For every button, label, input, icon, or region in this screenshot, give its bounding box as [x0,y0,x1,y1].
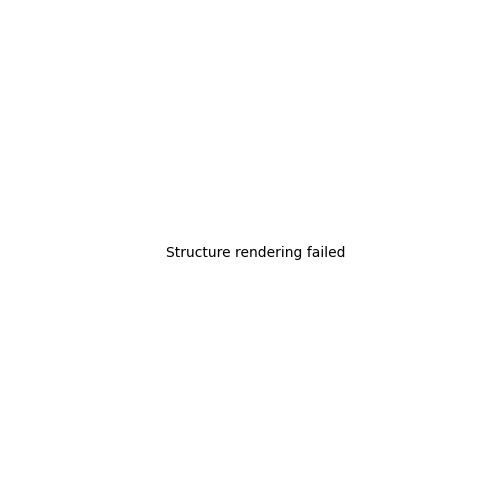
Text: Structure rendering failed: Structure rendering failed [166,246,346,260]
